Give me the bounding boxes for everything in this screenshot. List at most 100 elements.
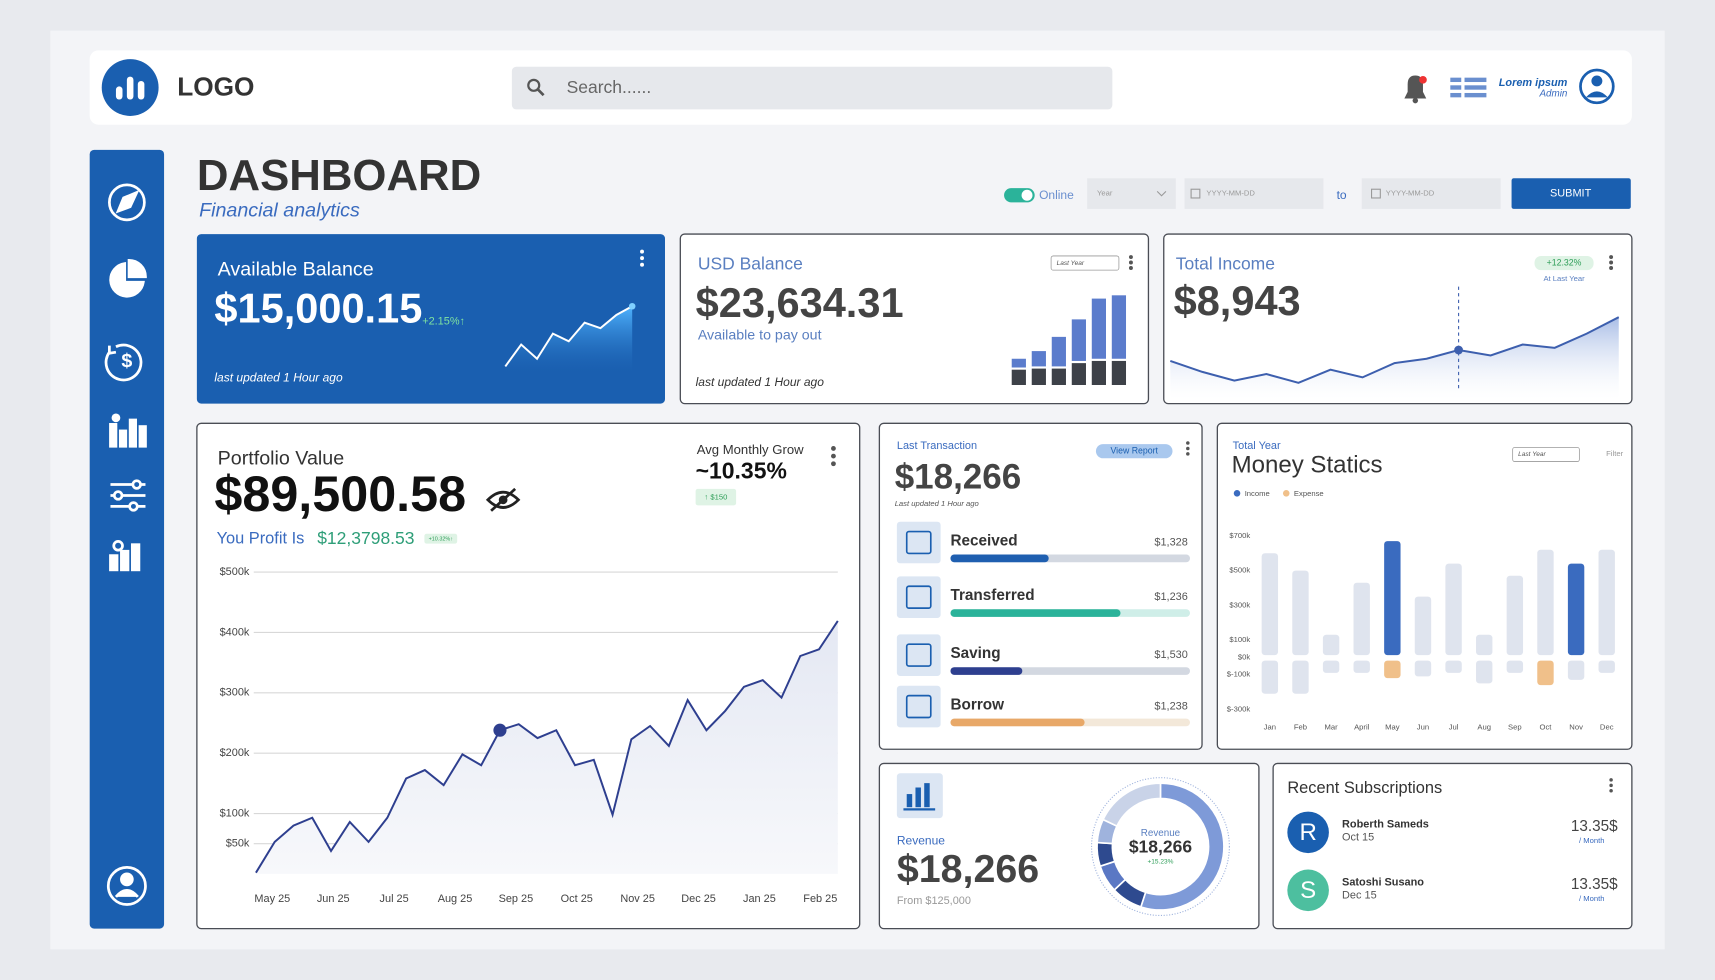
- bar: [1292, 570, 1309, 656]
- label: Last Transaction: [897, 440, 977, 452]
- legend-dot: [1233, 490, 1241, 497]
- progress-bar: [950, 667, 1023, 675]
- label: $12,3798.53: [317, 528, 414, 548]
- avatar: [1287, 811, 1329, 854]
- bar: [1261, 553, 1279, 656]
- label: $18,266: [1129, 836, 1193, 856]
- bar: [1292, 660, 1309, 694]
- donut-segment: [1139, 782, 1225, 911]
- point: [493, 723, 507, 737]
- label: Total Income: [1176, 253, 1275, 273]
- bar: [1384, 541, 1401, 656]
- avatar: [1287, 869, 1329, 912]
- progress-bar: [950, 718, 1085, 727]
- more-icons[interactable]: [640, 249, 1614, 793]
- date-to-input[interactable]: [1361, 178, 1501, 209]
- bar: [1261, 660, 1279, 694]
- subscriptions-card: [1272, 762, 1633, 930]
- change-badge: [424, 533, 458, 544]
- y-tick-label: $300k: [1229, 600, 1250, 609]
- bar: [1111, 360, 1127, 385]
- sidebar: [89, 149, 165, 929]
- bar: [1567, 563, 1585, 656]
- label: / Month: [1579, 894, 1604, 903]
- legend-label: Income: [1245, 489, 1270, 498]
- donut-ring: [1091, 777, 1230, 917]
- label: Admin: [1538, 89, 1567, 100]
- y-tick-label: $50k: [226, 838, 250, 850]
- label: From $125,000: [897, 895, 971, 907]
- label: $23,634.31: [696, 279, 904, 326]
- item-icon: [896, 576, 941, 618]
- line: [504, 305, 633, 367]
- period-select[interactable]: [1512, 446, 1580, 462]
- y-tick-label: $-100k: [1227, 670, 1251, 679]
- label: Year: [1097, 189, 1113, 198]
- label: Available Balance: [218, 258, 374, 280]
- sidebar-icons[interactable]: $: [104, 183, 147, 906]
- x-tick-label: Nov 25: [620, 893, 655, 905]
- bar: [1051, 336, 1066, 367]
- label: Dec 15: [1342, 890, 1377, 902]
- label: Search......: [567, 77, 652, 97]
- x-tick-label: Dec 25: [681, 893, 716, 905]
- label: Satoshi Susano: [1342, 877, 1424, 889]
- label: 13.35$: [1571, 876, 1618, 893]
- bar: [1445, 563, 1462, 656]
- bar: [1011, 369, 1026, 385]
- x-tick-label: May: [1385, 722, 1400, 731]
- label: View Report: [1110, 445, 1158, 455]
- label: YYYY-MM-DD: [1386, 189, 1435, 198]
- label: $1,238: [1154, 700, 1187, 712]
- label: Last Year: [1518, 451, 1546, 458]
- label: Borrow: [950, 697, 1004, 714]
- x-tick-label: Jan: [1264, 722, 1276, 731]
- bell-icon[interactable]: [1404, 75, 1427, 104]
- user-icon[interactable]: [1579, 68, 1615, 105]
- label: Available to pay out: [698, 328, 822, 344]
- label: ~10.35%: [696, 458, 787, 484]
- label: Last updated 1 Hour ago: [895, 499, 979, 508]
- x-tick-label: Feb 25: [803, 893, 837, 905]
- label: $18,266: [897, 847, 1039, 891]
- label: Total Year: [1233, 440, 1281, 452]
- eye-icon[interactable]: [485, 487, 521, 512]
- x-tick-label: Oct: [1540, 722, 1553, 731]
- legend-label: Expense: [1294, 489, 1324, 498]
- period-select[interactable]: [1087, 178, 1176, 209]
- label: Recent Subscriptions: [1287, 779, 1442, 797]
- item-icon-glyph: [905, 643, 932, 667]
- y-tick-label: $700k: [1229, 531, 1250, 540]
- label: +10.32%↑: [429, 537, 453, 543]
- label: Portfolio Value: [218, 448, 345, 470]
- menu-icon[interactable]: [1450, 77, 1487, 98]
- label: R: [1299, 819, 1316, 846]
- bar: [1011, 358, 1026, 368]
- submit-button[interactable]: [1511, 178, 1631, 209]
- label: +2.15%↑: [422, 315, 465, 327]
- label: Revenue: [1141, 828, 1181, 839]
- bar: [1445, 660, 1462, 673]
- label: Money Statics: [1232, 451, 1383, 478]
- label: +15.23%: [1147, 859, 1173, 866]
- date-from-input[interactable]: [1184, 178, 1324, 209]
- y-tick-label: $100k: [220, 807, 250, 819]
- search-box[interactable]: [511, 66, 1113, 110]
- svg-text:$: $: [121, 350, 132, 372]
- bar: [1598, 549, 1615, 656]
- y-tick-label: $500k: [220, 566, 250, 578]
- view-report-button[interactable]: [1095, 444, 1173, 459]
- label: Transferred: [950, 587, 1034, 604]
- toggle-knob: [1021, 189, 1033, 201]
- x-tick-label: Nov: [1569, 722, 1583, 731]
- x-tick-label: Aug: [1477, 722, 1491, 731]
- line: [1169, 316, 1620, 384]
- bar: [1506, 660, 1524, 673]
- label: last updated 1 Hour ago: [696, 375, 825, 389]
- period-select[interactable]: [1050, 255, 1120, 271]
- donut-segment: [1101, 782, 1162, 828]
- revenue-icon: [896, 773, 943, 819]
- calendar-icon: [1371, 188, 1381, 199]
- label: Revenue: [897, 833, 945, 847]
